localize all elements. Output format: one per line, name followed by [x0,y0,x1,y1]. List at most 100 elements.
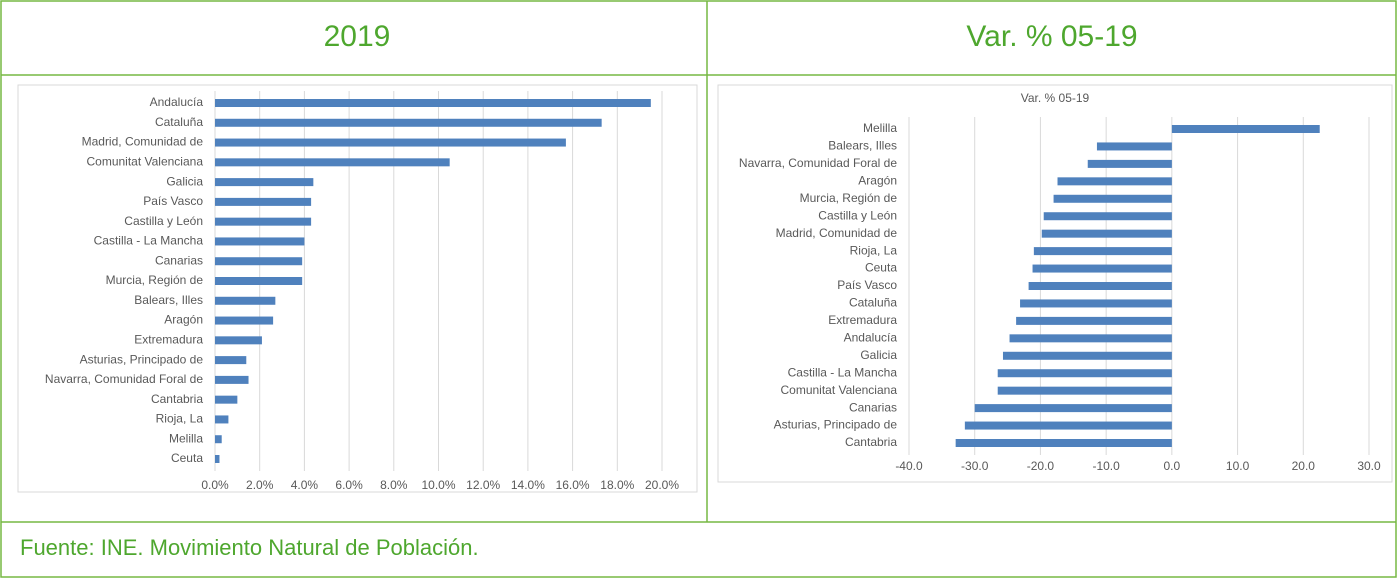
y-tick-label: Extremadura [828,313,897,327]
bar [1087,159,1172,168]
x-tick-label: 30.0 [1357,459,1381,473]
y-tick-label: Castilla - La Mancha [94,234,204,248]
bar [215,435,222,444]
y-tick-label: Aragón [858,174,897,188]
bar [215,217,312,226]
bar [215,118,602,127]
chart-title: Var. % 05-19 [1021,91,1090,105]
y-tick-label: Madrid, Comunidad de [776,226,898,240]
y-tick-label: Castilla - La Mancha [788,365,898,379]
x-tick-label: -30.0 [961,459,989,473]
y-tick-label: Galicia [166,174,203,188]
bar [215,375,249,384]
y-tick-label: País Vasco [143,194,203,208]
bar [1032,264,1172,273]
y-tick-label: Rioja, La [850,243,898,257]
y-tick-label: Castilla y León [818,208,897,222]
bar [1041,229,1172,238]
chart-frame [717,84,1393,483]
bar [1057,177,1172,186]
x-tick-label: -20.0 [1027,459,1055,473]
y-tick-label: Comunitat Valenciana [86,155,203,169]
bar [215,277,303,285]
bar [215,99,651,107]
bar [215,178,314,187]
bar [955,439,1172,447]
bar [215,356,247,365]
bar [215,237,305,246]
bar [997,386,1172,395]
y-tick-label: Balears, Illes [134,293,203,307]
bar [215,455,220,463]
bar [1020,299,1172,308]
y-tick-label: Galicia [860,348,897,362]
chart-frame [17,84,698,493]
y-tick-label: Navarra, Comunidad Foral de [739,156,897,170]
x-tick-label: 10.0 [1226,459,1250,473]
y-tick-label: Extremadura [134,333,203,347]
bar [1028,282,1172,290]
x-tick-label: 20.0% [645,478,679,492]
x-tick-label: 8.0% [380,478,408,492]
x-tick-label: -10.0 [1092,459,1120,473]
x-tick-label: 4.0% [291,478,319,492]
y-tick-label: Andalucía [844,331,898,345]
y-tick-label: Cantabria [845,435,897,449]
bar [1016,316,1172,325]
y-tick-label: Asturias, Principado de [774,418,898,432]
x-tick-label: 0.0 [1164,459,1181,473]
bar [215,197,312,206]
x-tick-label: -40.0 [895,459,923,473]
y-tick-label: Murcia, Región de [106,273,204,287]
y-tick-label: Andalucía [150,95,204,109]
y-tick-label: Aragón [164,313,203,327]
y-tick-label: Murcia, Región de [800,191,898,205]
bar [1053,194,1172,203]
bar [215,395,238,404]
column-header: 2019 [324,20,391,53]
bar [1002,351,1172,360]
y-tick-label: Canarias [155,253,203,267]
bar [974,404,1172,413]
x-tick-label: 14.0% [511,478,545,492]
y-tick-label: País Vasco [837,278,897,292]
y-tick-label: Cataluña [155,115,203,129]
bar [215,415,229,424]
bar [964,421,1172,430]
y-tick-label: Melilla [169,431,203,445]
bar [215,257,303,266]
y-tick-label: Cantabria [151,392,203,406]
bar [215,316,274,325]
bar [1096,142,1172,151]
x-tick-label: 12.0% [466,478,500,492]
y-tick-label: Balears, Illes [828,139,897,153]
bar [215,336,262,345]
y-tick-label: Melilla [863,121,897,135]
x-tick-label: 0.0% [201,478,229,492]
y-tick-label: Ceuta [865,261,897,275]
x-tick-label: 2.0% [246,478,274,492]
x-tick-label: 18.0% [600,478,634,492]
y-tick-label: Rioja, La [156,412,204,426]
bar [1009,334,1172,343]
y-tick-label: Comunitat Valenciana [780,383,897,397]
column-header: Var. % 05-19 [966,20,1137,53]
y-tick-label: Navarra, Comunidad Foral de [45,372,203,386]
x-tick-label: 6.0% [335,478,363,492]
bar [1171,125,1320,133]
bar [215,296,276,305]
bar [1033,247,1172,256]
bar [1043,212,1172,221]
bar [997,369,1172,378]
source-note: Fuente: INE. Movimiento Natural de Pobla… [20,535,479,560]
y-tick-label: Cataluña [849,296,897,310]
bar [215,158,450,167]
x-tick-label: 16.0% [556,478,590,492]
y-tick-label: Asturias, Principado de [80,352,204,366]
y-tick-label: Madrid, Comunidad de [82,135,204,149]
y-tick-label: Ceuta [171,451,203,465]
